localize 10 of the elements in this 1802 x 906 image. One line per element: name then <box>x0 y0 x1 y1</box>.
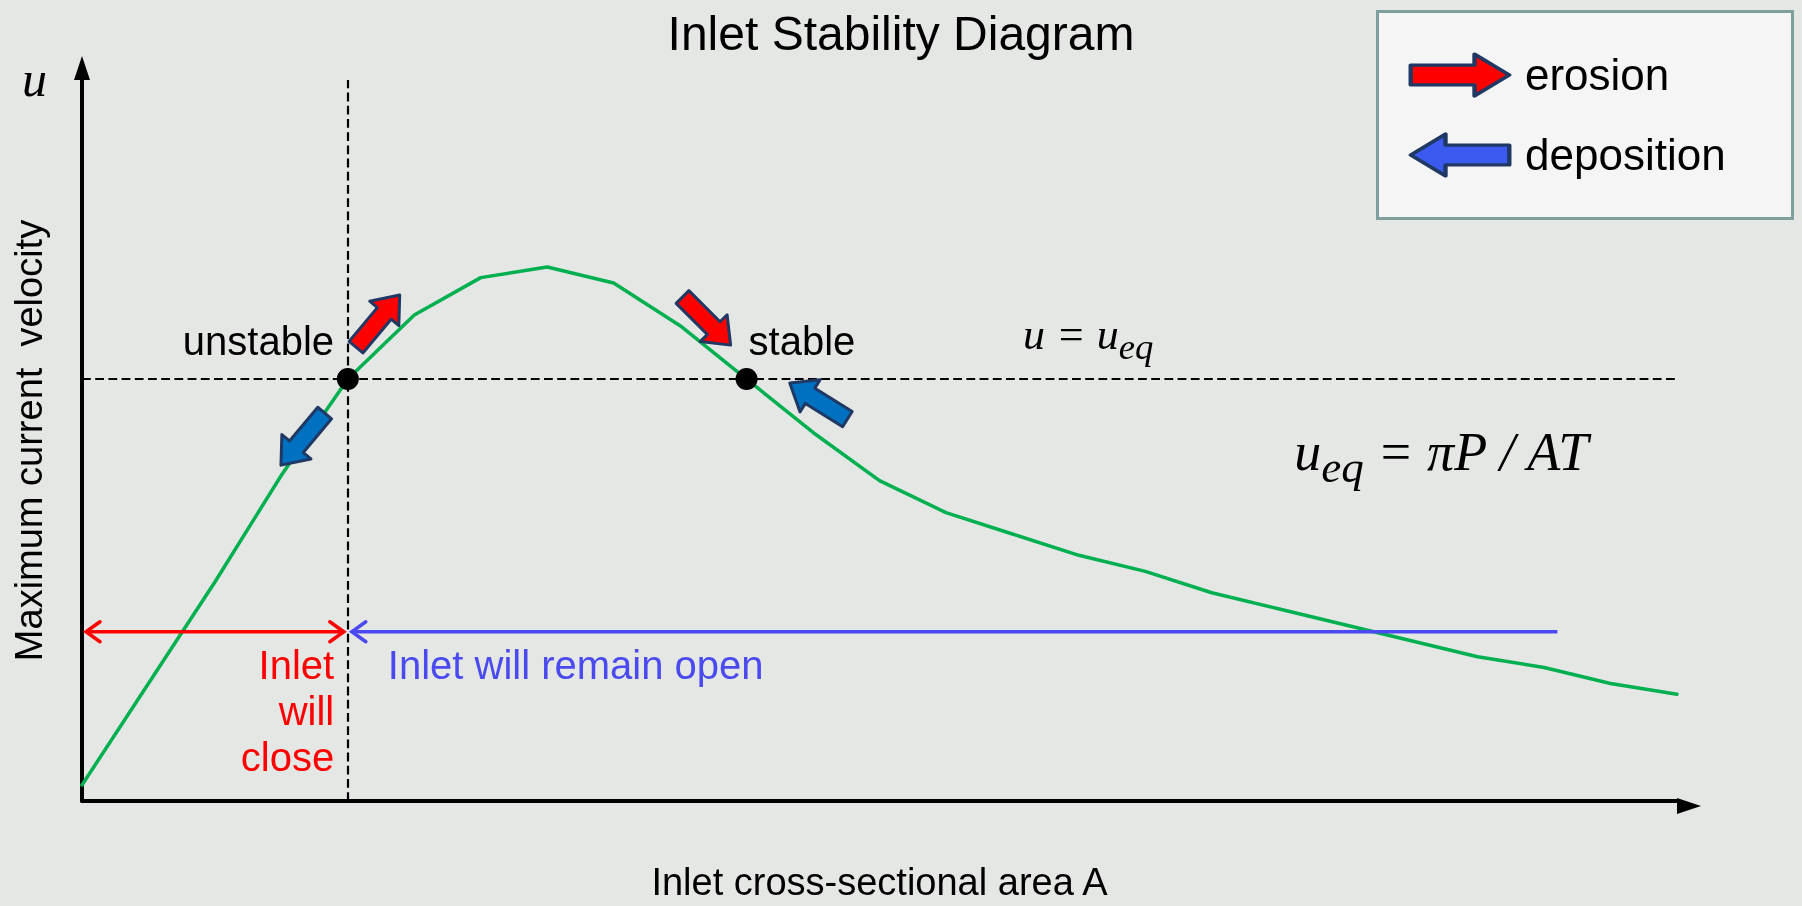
y-axis-title: Maximum current velocity <box>8 219 50 662</box>
annotation: unstable <box>182 319 335 365</box>
x-axis-title: Inlet cross-sectional area A <box>651 861 1109 903</box>
key-panel: erosion deposition <box>1376 10 1794 220</box>
annotation: Inlet will close <box>240 641 335 780</box>
annotation: stable <box>748 319 856 365</box>
ref-line-label: u = u$_{eq}$ <box>1023 309 1154 368</box>
annotation: Inlet will remain open <box>387 641 764 688</box>
text: u <box>22 50 47 108</box>
chart-title: Inlet Stability Diagram <box>667 6 1135 60</box>
